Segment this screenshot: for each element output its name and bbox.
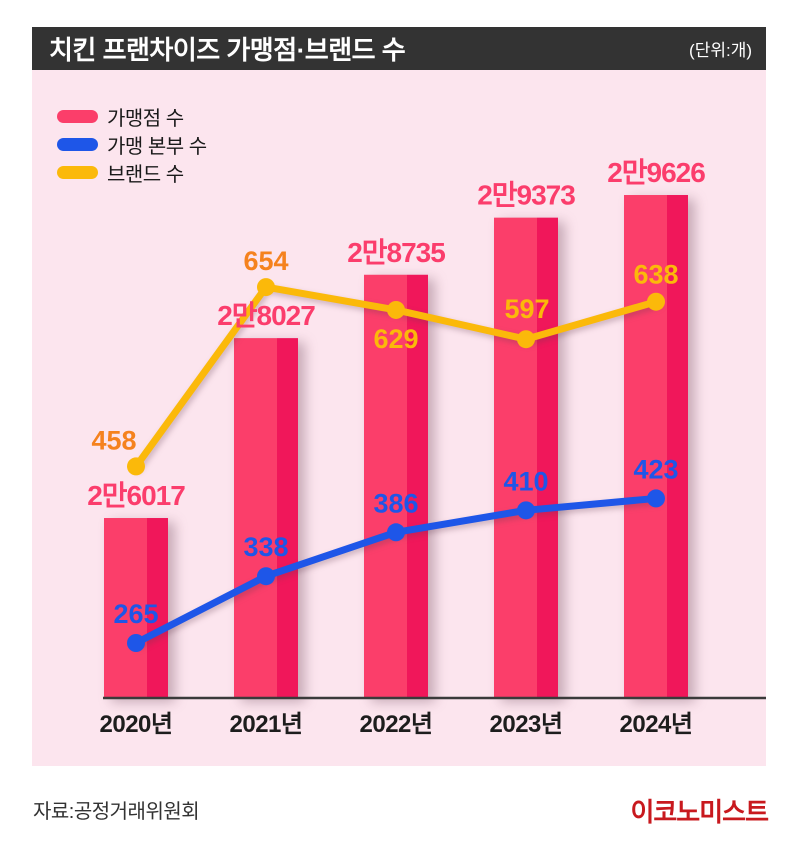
brands-point-2023년 xyxy=(517,330,535,349)
brands-point-2024년 xyxy=(647,292,665,311)
x-axis-label-2021년: 2021년 xyxy=(230,711,303,738)
brands-swatch xyxy=(57,165,98,179)
legend-label: 가맹점 수 xyxy=(107,107,184,130)
bar-2024년 xyxy=(624,195,688,698)
brands-point-2022년 xyxy=(387,300,405,319)
franchise-hq-swatch xyxy=(57,137,98,151)
legend-item-brands: 브랜드 수 xyxy=(57,158,207,186)
bar-value-label-2022년: 2만8735 xyxy=(347,237,445,268)
bar-value-label-2024년: 2만9626 xyxy=(607,157,705,188)
bar-2022년 xyxy=(364,274,428,698)
x-axis-label-2020년: 2020년 xyxy=(100,711,173,738)
bar-value-label-2020년: 2만6017 xyxy=(87,480,185,511)
bar-value-label-2023년: 2만9373 xyxy=(477,180,575,211)
brands-value-label-2020년: 458 xyxy=(91,425,136,455)
hq-point-2023년 xyxy=(517,501,535,520)
source-text: 자료:공정거래위원회 xyxy=(33,801,200,823)
hq-point-2021년 xyxy=(257,567,275,586)
franchise-stores-swatch xyxy=(57,109,98,123)
hq-value-label-2021년: 338 xyxy=(243,532,288,562)
header-bar: 치킨 프랜차이즈 가맹점·브랜드 수 (단위:개) xyxy=(32,27,766,70)
publisher-logo: 이코노미스트 xyxy=(630,797,769,827)
bar-value-label-2021년: 2만8027 xyxy=(217,300,315,331)
hq-value-label-2024년: 423 xyxy=(633,454,678,484)
chart-title: 치킨 프랜차이즈 가맹점·브랜드 수 xyxy=(49,35,406,65)
brands-value-label-2024년: 638 xyxy=(633,260,678,290)
legend-label: 브랜드 수 xyxy=(107,163,184,186)
hq-value-label-2023년: 410 xyxy=(503,466,548,496)
brands-value-label-2021년: 654 xyxy=(243,246,288,276)
unit-label: (단위:개) xyxy=(689,41,752,60)
brands-point-2020년 xyxy=(127,457,145,476)
brands-point-2021년 xyxy=(257,278,275,297)
bar-2021년 xyxy=(234,338,298,698)
legend: 가맹점 수 가맹 본부 수 브랜드 수 xyxy=(57,102,207,186)
bar-2023년 xyxy=(494,217,558,698)
bar-2020년 xyxy=(104,518,168,698)
hq-value-label-2020년: 265 xyxy=(113,599,158,629)
x-axis-label-2023년: 2023년 xyxy=(490,711,563,738)
legend-label: 가맹 본부 수 xyxy=(107,135,207,158)
hq-point-2020년 xyxy=(127,634,145,652)
x-axis-label-2022년: 2022년 xyxy=(360,711,433,738)
x-axis-label-2024년: 2024년 xyxy=(620,711,693,738)
legend-item-franchise-stores: 가맹점 수 xyxy=(57,102,207,130)
hq-point-2022년 xyxy=(387,523,405,542)
hq-point-2024년 xyxy=(647,489,665,508)
legend-item-franchise-hq: 가맹 본부 수 xyxy=(57,130,207,158)
brands-value-label-2023년: 597 xyxy=(504,294,549,324)
brands-value-label-2022년: 629 xyxy=(373,324,418,354)
hq-value-label-2022년: 386 xyxy=(373,488,418,518)
